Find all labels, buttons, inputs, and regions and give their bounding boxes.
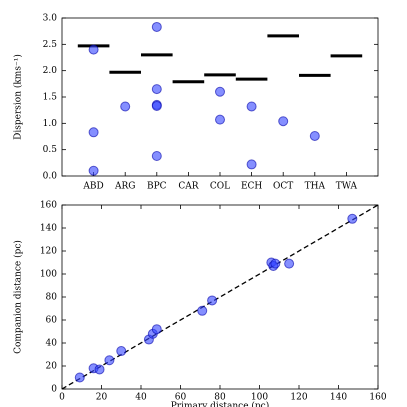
point [270, 258, 281, 269]
y-axis-label: Dispersion (kms⁻¹) [13, 54, 24, 140]
plot-frame [61, 17, 379, 177]
x-tick-label: CAR [178, 182, 198, 192]
x-tick-label: ABD [82, 182, 103, 192]
point [88, 165, 99, 176]
point [207, 295, 218, 306]
x-tick-label: TWA [336, 182, 358, 192]
point [197, 305, 208, 316]
y-tick-label: 1.0 [43, 119, 58, 129]
point [104, 355, 115, 366]
y-tick-label: 0.0 [43, 172, 58, 182]
plot-frame [61, 204, 379, 390]
point [151, 324, 162, 335]
x-tick-label: BPC [147, 182, 167, 192]
y-tick-label: 40 [46, 339, 58, 349]
y-tick-label: 0.5 [43, 145, 58, 155]
point [151, 21, 162, 32]
x-tick-label: 60 [175, 393, 187, 403]
point [347, 213, 358, 224]
x-tick-label: 120 [290, 393, 307, 403]
x-tick-label: 40 [135, 393, 147, 403]
point [215, 86, 225, 97]
x-tick-label: 0 [59, 393, 65, 403]
x-tick-label: 140 [330, 393, 347, 403]
point [278, 116, 289, 127]
x-tick-label: ECH [241, 182, 262, 192]
y-tick-label: 100 [40, 270, 57, 280]
point [88, 44, 99, 55]
point [116, 346, 127, 357]
y-tick-label: 160 [40, 201, 57, 211]
y-tick-label: 80 [46, 293, 58, 303]
x-tick-label: THA [305, 182, 326, 192]
x-tick-label: 20 [96, 393, 108, 403]
y-tick-label: 2.5 [43, 40, 58, 50]
y-tick-label: 3.0 [43, 14, 58, 24]
point [74, 372, 85, 383]
point [94, 364, 105, 375]
x-axis-label: Primary distance (pc) [171, 401, 269, 407]
x-tick-label: 160 [369, 393, 386, 403]
x-tick-label: OCT [273, 182, 293, 192]
point [246, 159, 257, 170]
y-tick-label: 1.5 [43, 93, 58, 103]
x-tick-label: 100 [251, 393, 268, 403]
y-tick-label: 120 [40, 247, 57, 257]
point [120, 101, 131, 112]
point [88, 127, 99, 138]
identity-line [61, 204, 379, 390]
point [284, 258, 295, 269]
point [215, 114, 225, 125]
y-tick-label: 140 [40, 224, 57, 234]
x-tick-label: ARG [114, 182, 135, 192]
point [151, 100, 162, 111]
y-tick-label: 60 [46, 316, 58, 326]
y-tick-label: 2.0 [43, 66, 58, 76]
point [151, 150, 162, 161]
point [246, 101, 257, 112]
y-axis-label: Companion distance (pc) [13, 240, 24, 354]
x-tick-label: COL [210, 182, 230, 192]
x-tick-label: 80 [214, 393, 226, 403]
point [151, 84, 162, 95]
y-tick-label: 20 [46, 362, 58, 372]
point [309, 130, 320, 141]
y-tick-label: 0 [51, 385, 57, 395]
